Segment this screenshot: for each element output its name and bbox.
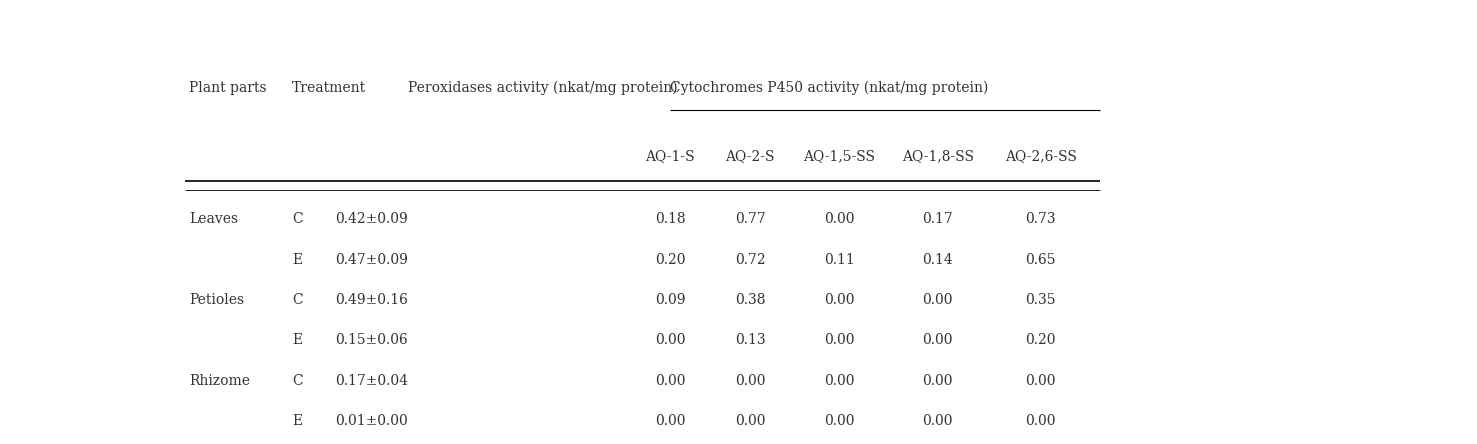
- Text: 0.00: 0.00: [923, 333, 953, 347]
- Text: AQ-2,6-SS: AQ-2,6-SS: [1004, 149, 1077, 163]
- Text: 0.00: 0.00: [736, 414, 765, 428]
- Text: Peroxidases activity (nkat/mg protein): Peroxidases activity (nkat/mg protein): [408, 81, 678, 95]
- Text: 0.00: 0.00: [923, 373, 953, 388]
- Text: C: C: [292, 373, 303, 388]
- Text: 0.15±0.06: 0.15±0.06: [335, 333, 408, 347]
- Text: E: E: [292, 414, 303, 428]
- Text: 0.00: 0.00: [824, 293, 855, 307]
- Text: 0.00: 0.00: [824, 373, 855, 388]
- Text: AQ-2-S: AQ-2-S: [725, 149, 775, 163]
- Text: 0.17: 0.17: [923, 212, 953, 226]
- Text: 0.00: 0.00: [1025, 373, 1056, 388]
- Text: 0.72: 0.72: [734, 253, 765, 266]
- Text: AQ-1-S: AQ-1-S: [645, 149, 694, 163]
- Text: 0.14: 0.14: [923, 253, 953, 266]
- Text: 0.00: 0.00: [736, 373, 765, 388]
- Text: 0.00: 0.00: [824, 414, 855, 428]
- Text: 0.13: 0.13: [734, 333, 765, 347]
- Text: 0.42±0.09: 0.42±0.09: [335, 212, 408, 226]
- Text: 0.49±0.16: 0.49±0.16: [335, 293, 408, 307]
- Text: 0.00: 0.00: [824, 333, 855, 347]
- Text: 0.17±0.04: 0.17±0.04: [335, 373, 408, 388]
- Text: 0.20: 0.20: [1025, 333, 1056, 347]
- Text: Cytochromes P450 activity (nkat/mg protein): Cytochromes P450 activity (nkat/mg prote…: [671, 81, 988, 95]
- Text: 0.38: 0.38: [736, 293, 765, 307]
- Text: E: E: [292, 333, 303, 347]
- Text: 0.73: 0.73: [1025, 212, 1056, 226]
- Text: 0.11: 0.11: [824, 253, 855, 266]
- Text: Plant parts: Plant parts: [189, 81, 267, 95]
- Text: 0.00: 0.00: [824, 212, 855, 226]
- Text: 0.00: 0.00: [923, 414, 953, 428]
- Text: Treatment: Treatment: [292, 81, 366, 95]
- Text: C: C: [292, 293, 303, 307]
- Text: 0.77: 0.77: [734, 212, 765, 226]
- Text: AQ-1,5-SS: AQ-1,5-SS: [803, 149, 876, 163]
- Text: AQ-1,8-SS: AQ-1,8-SS: [902, 149, 973, 163]
- Text: 0.18: 0.18: [654, 212, 685, 226]
- Text: 0.00: 0.00: [654, 373, 685, 388]
- Text: Leaves: Leaves: [189, 212, 238, 226]
- Text: 0.20: 0.20: [654, 253, 685, 266]
- Text: 0.09: 0.09: [654, 293, 685, 307]
- Text: Rhizome: Rhizome: [189, 373, 250, 388]
- Text: C: C: [292, 212, 303, 226]
- Text: E: E: [292, 253, 303, 266]
- Text: 0.47±0.09: 0.47±0.09: [335, 253, 408, 266]
- Text: 0.00: 0.00: [923, 293, 953, 307]
- Text: 0.35: 0.35: [1025, 293, 1056, 307]
- Text: 0.00: 0.00: [654, 414, 685, 428]
- Text: 0.65: 0.65: [1025, 253, 1056, 266]
- Text: 0.00: 0.00: [1025, 414, 1056, 428]
- Text: Petioles: Petioles: [189, 293, 244, 307]
- Text: 0.00: 0.00: [654, 333, 685, 347]
- Text: 0.01±0.00: 0.01±0.00: [335, 414, 408, 428]
